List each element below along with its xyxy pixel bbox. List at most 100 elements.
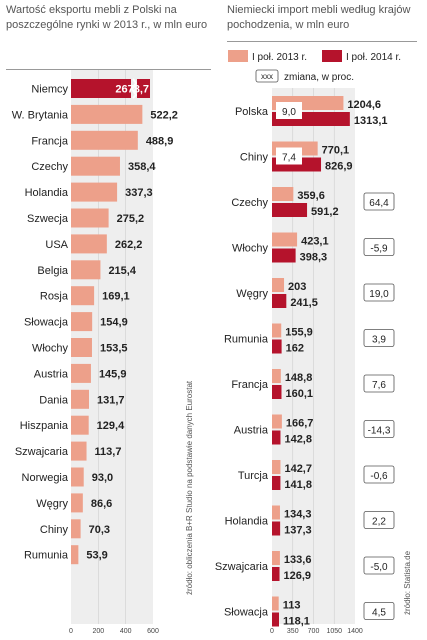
right-source-note: źródło: Statista.de (403, 550, 412, 615)
left-category-label: Chiny (40, 524, 69, 536)
left-chart-title: Wartość eksportu mebli z Polski na poszc… (6, 4, 208, 31)
right-bar-2013-3 (272, 232, 298, 247)
change-value: -5,0 (370, 562, 388, 573)
left-category-label: Dania (39, 394, 69, 406)
left-value-label: 145,9 (99, 368, 127, 380)
left-value-label: 154,9 (100, 317, 128, 329)
right-value-2013: 423,1 (301, 236, 329, 248)
left-value-label: 522,2 (150, 109, 178, 121)
change-badge (363, 420, 395, 438)
left-value-label: 93,0 (92, 472, 113, 484)
right-value-2013: 770,1 (322, 145, 350, 157)
change-value: 7,4 (282, 153, 296, 164)
change-badge (363, 238, 395, 256)
left-value-label: 113,7 (95, 446, 122, 458)
left-value-label: 275,2 (117, 213, 145, 225)
right-value-2014: 137,3 (284, 525, 312, 537)
right-bar-2013-8 (272, 460, 281, 474)
change-value: 9,0 (282, 107, 296, 118)
left-value-label: 337,3 (125, 187, 153, 199)
change-badge (363, 283, 395, 302)
right-category-label: Węgry (236, 288, 268, 300)
change-badge (363, 556, 395, 575)
right-value-2013: 1204,6 (347, 99, 381, 111)
left-category-label: USA (45, 239, 68, 251)
left-category-label: Słowacja (24, 317, 69, 329)
right-category-label: Austria (234, 425, 269, 437)
left-value-label: 488,9 (146, 135, 174, 147)
change-badge (363, 511, 395, 529)
left-bar-3 (71, 156, 120, 176)
right-value-2013: 166,7 (286, 418, 314, 430)
right-value-2014: 160,1 (285, 388, 313, 400)
left-category-label: Czechy (31, 161, 68, 173)
right-value-2013: 359,6 (297, 190, 325, 202)
right-value-2013: 203 (288, 281, 306, 293)
right-bar-2014-7 (272, 430, 281, 445)
right-x-tick: 1050 (326, 628, 342, 635)
left-category-label: Norwegia (22, 472, 69, 484)
right-bar-2014-10 (272, 567, 280, 581)
right-bar-2013-7 (272, 414, 282, 429)
right-x-tick: 350 (287, 628, 299, 635)
left-bar-highlight-tail (137, 79, 150, 98)
right-category-label: Polska (235, 106, 269, 118)
left-value-label: 131,7 (97, 394, 125, 406)
right-category-label: Holandia (225, 516, 269, 528)
left-bar-14 (71, 441, 87, 461)
right-title-rule (227, 41, 417, 42)
legend-label-2014: I poł. 2014 r. (346, 52, 401, 63)
left-x-tick: 0 (69, 628, 73, 635)
legend-label-2013: I poł. 2013 r. (252, 52, 307, 63)
right-category-label: Turcja (238, 470, 269, 482)
right-category-label: Francja (231, 379, 269, 391)
left-bar-1 (71, 104, 143, 124)
left-value-label: 70,3 (89, 524, 110, 536)
right-value-2013: 155,9 (285, 327, 313, 339)
right-bar-2014-8 (272, 476, 281, 490)
legend-change-label: zmiana, w proc. (284, 72, 354, 83)
change-badge (363, 374, 395, 393)
left-x-tick: 200 (92, 628, 104, 635)
right-value-2014: 126,9 (284, 570, 312, 582)
left-category-label: Rumunia (24, 550, 69, 562)
right-value-2013: 142,7 (284, 463, 312, 475)
right-value-2014: 241,5 (290, 297, 318, 309)
left-bar-2 (71, 130, 138, 150)
right-bar-2014-4 (272, 294, 287, 308)
left-axis-break (130, 78, 138, 99)
left-category-label: W. Brytania (12, 109, 69, 121)
legend-change-symbol: xxx (261, 72, 273, 81)
change-value: -14,3 (368, 426, 391, 437)
right-value-2014: 398,3 (300, 252, 328, 264)
right-value-2014: 118,1 (283, 616, 310, 628)
left-bar-10 (71, 338, 92, 357)
left-bar-12 (71, 389, 89, 409)
change-value: -0,6 (370, 471, 388, 482)
left-category-label: Belgia (37, 265, 68, 277)
change-value: 3,9 (372, 335, 386, 346)
right-bar-2013-10 (272, 551, 280, 565)
left-x-tick: 600 (147, 628, 159, 635)
left-value-label: 53,9 (86, 550, 107, 562)
left-bar-16 (71, 493, 83, 513)
left-category-label: Holandia (25, 187, 69, 199)
left-value-label: 86,6 (91, 498, 112, 510)
right-bar-2014-2 (272, 203, 308, 217)
left-category-label: Szwecja (27, 213, 69, 225)
right-category-label: Chiny (240, 152, 269, 164)
left-category-label: Niemcy (31, 84, 68, 96)
right-bar-2014-5 (272, 339, 282, 354)
right-value-2013: 134,3 (284, 509, 312, 521)
change-value: 2,2 (372, 517, 386, 528)
left-bar-8 (71, 286, 95, 306)
right-value-2013: 148,8 (285, 372, 313, 384)
change-badge (363, 602, 395, 620)
left-bar-7 (71, 260, 101, 280)
left-bar-6 (71, 234, 107, 254)
left-category-label: Francja (31, 135, 69, 147)
left-bar-17 (71, 519, 81, 539)
right-bar-2014-11 (272, 612, 280, 627)
left-source-note: źródło: obliczenia B+R Studio na podstaw… (185, 380, 194, 595)
